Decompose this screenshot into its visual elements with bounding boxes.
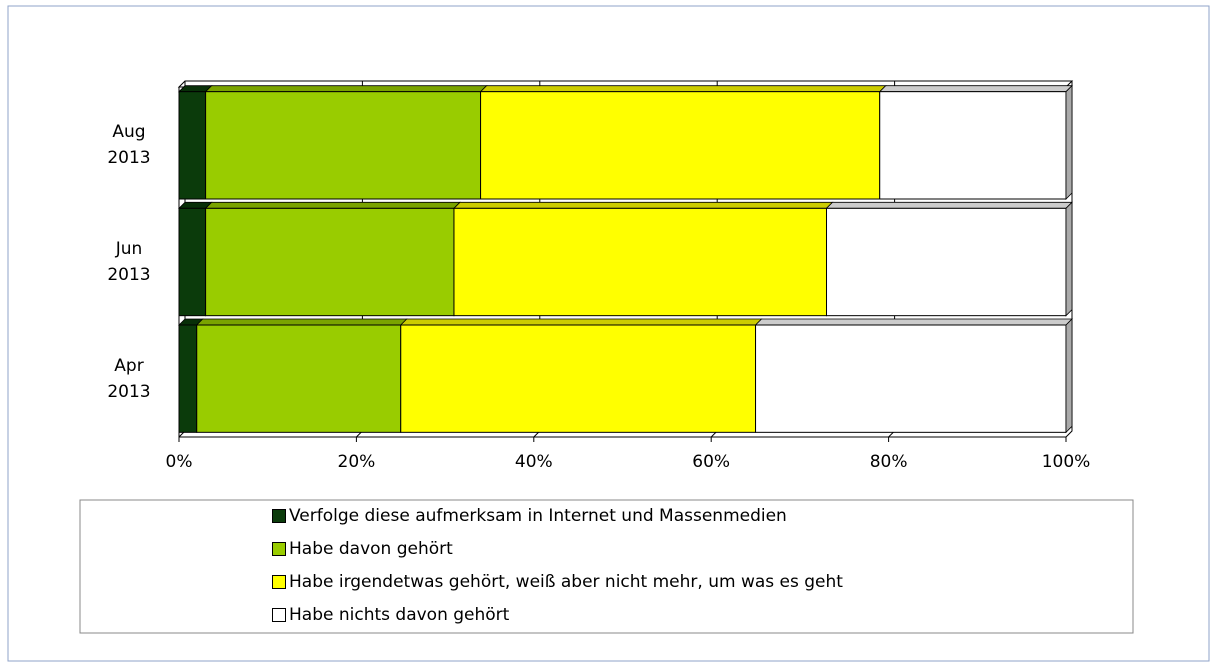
legend-label: Habe nichts davon gehört [289, 605, 510, 625]
legend-label: Habe davon gehört [289, 539, 453, 559]
bar-top [479, 85, 887, 93]
bar-side [1065, 201, 1073, 317]
legend-entry: Habe nichts davon gehört [272, 605, 509, 625]
bar-side [1065, 318, 1073, 434]
x-tick-label: 80% [870, 452, 908, 472]
bar [400, 324, 757, 433]
x-tick-label: 20% [338, 452, 376, 472]
bar [178, 207, 207, 317]
legend-entry: Habe davon gehört [272, 539, 453, 559]
bar [826, 207, 1067, 317]
legend-entry: Verfolge diese aufmerksam in Internet un… [272, 506, 787, 526]
y-tick-label: Aug 2013 [107, 122, 151, 169]
legend-label: Verfolge diese aufmerksam in Internet un… [289, 506, 787, 526]
bar-top [825, 201, 1073, 209]
legend-swatch [272, 608, 286, 622]
frame [7, 5, 1210, 662]
bar [453, 207, 828, 317]
grid-line [1065, 81, 1073, 438]
bar [205, 207, 455, 317]
legend-entry: Habe irgendetwas gehört, weiß aber nicht… [272, 572, 843, 592]
y-tick-label: Jun 2013 [107, 239, 151, 285]
legend-swatch [272, 575, 286, 589]
legend-box [79, 499, 1134, 634]
x-tick-label: 0% [166, 452, 193, 472]
bar-top [878, 85, 1073, 93]
bar-side [1065, 84, 1073, 200]
x-tick-label: 100% [1042, 452, 1091, 472]
bar [205, 91, 482, 200]
legend-label: Habe irgendetwas gehört, weiß aber nicht… [289, 572, 843, 592]
bar [480, 91, 881, 200]
x-tick-label: 60% [692, 452, 730, 472]
bar [178, 91, 207, 200]
y-tick-label: Apr 2013 [107, 355, 151, 402]
bar-top [453, 201, 834, 209]
legend-swatch [272, 542, 286, 556]
bar-top [754, 318, 1073, 326]
bar [755, 324, 1067, 433]
bar-top [195, 318, 408, 326]
x-tick-label: 40% [515, 452, 553, 472]
bar-top [399, 318, 763, 326]
bar [178, 324, 198, 433]
bar [196, 324, 402, 433]
bar-top [204, 85, 488, 93]
bar [879, 91, 1067, 200]
legend-swatch [272, 509, 286, 523]
bar-top [204, 201, 461, 209]
